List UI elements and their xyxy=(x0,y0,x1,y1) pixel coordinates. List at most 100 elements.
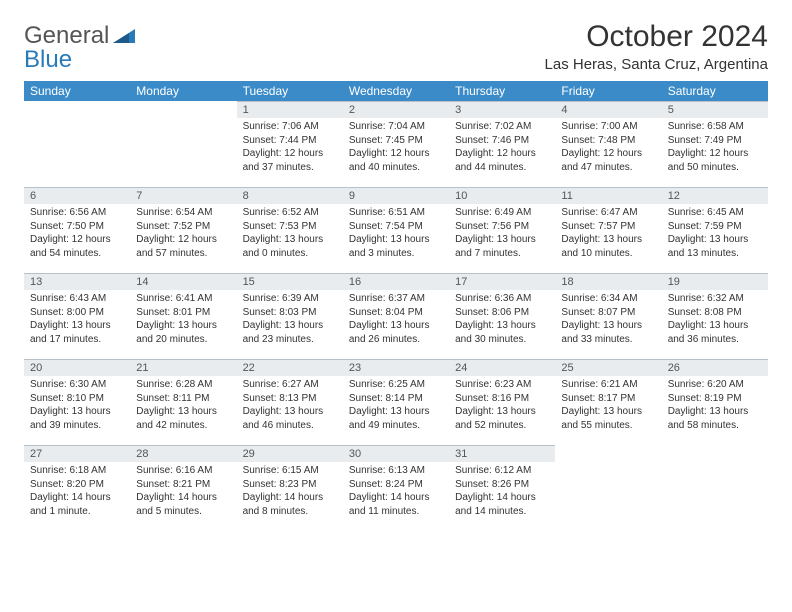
sunset-text: Sunset: 8:03 PM xyxy=(243,306,337,320)
sunrise-text: Sunrise: 7:04 AM xyxy=(349,120,443,134)
day-details: Sunrise: 6:25 AMSunset: 8:14 PMDaylight:… xyxy=(343,376,449,436)
sunset-text: Sunset: 7:48 PM xyxy=(561,134,655,148)
calendar-day-cell: 20Sunrise: 6:30 AMSunset: 8:10 PMDayligh… xyxy=(24,359,130,445)
calendar-week-row: 6Sunrise: 6:56 AMSunset: 7:50 PMDaylight… xyxy=(24,187,768,273)
weekday-header: Monday xyxy=(130,81,236,101)
day-number: 16 xyxy=(343,273,449,290)
daylight-text: Daylight: 13 hours and 39 minutes. xyxy=(30,405,124,432)
calendar-day-cell: 8Sunrise: 6:52 AMSunset: 7:53 PMDaylight… xyxy=(237,187,343,273)
sunrise-text: Sunrise: 6:49 AM xyxy=(455,206,549,220)
calendar-day-cell: 31Sunrise: 6:12 AMSunset: 8:26 PMDayligh… xyxy=(449,445,555,531)
sunset-text: Sunset: 7:45 PM xyxy=(349,134,443,148)
day-details: Sunrise: 6:39 AMSunset: 8:03 PMDaylight:… xyxy=(237,290,343,350)
daylight-text: Daylight: 14 hours and 14 minutes. xyxy=(455,491,549,518)
day-number: 30 xyxy=(343,445,449,462)
logo: General Blue xyxy=(24,20,135,72)
daylight-text: Daylight: 12 hours and 40 minutes. xyxy=(349,147,443,174)
calendar-day-cell: 4Sunrise: 7:00 AMSunset: 7:48 PMDaylight… xyxy=(555,101,661,187)
calendar-empty-cell xyxy=(24,101,130,187)
daylight-text: Daylight: 13 hours and 20 minutes. xyxy=(136,319,230,346)
daylight-text: Daylight: 12 hours and 57 minutes. xyxy=(136,233,230,260)
weekday-header: Thursday xyxy=(449,81,555,101)
sunrise-text: Sunrise: 7:02 AM xyxy=(455,120,549,134)
sunset-text: Sunset: 8:11 PM xyxy=(136,392,230,406)
day-number: 25 xyxy=(555,359,661,376)
sunrise-text: Sunrise: 6:54 AM xyxy=(136,206,230,220)
calendar-day-cell: 16Sunrise: 6:37 AMSunset: 8:04 PMDayligh… xyxy=(343,273,449,359)
day-number: 9 xyxy=(343,187,449,204)
calendar-week-row: 20Sunrise: 6:30 AMSunset: 8:10 PMDayligh… xyxy=(24,359,768,445)
day-number: 3 xyxy=(449,101,555,118)
location-text: Las Heras, Santa Cruz, Argentina xyxy=(545,56,768,73)
calendar-day-cell: 29Sunrise: 6:15 AMSunset: 8:23 PMDayligh… xyxy=(237,445,343,531)
calendar-day-cell: 19Sunrise: 6:32 AMSunset: 8:08 PMDayligh… xyxy=(662,273,768,359)
calendar-day-cell: 2Sunrise: 7:04 AMSunset: 7:45 PMDaylight… xyxy=(343,101,449,187)
calendar-day-cell: 26Sunrise: 6:20 AMSunset: 8:19 PMDayligh… xyxy=(662,359,768,445)
sunset-text: Sunset: 8:19 PM xyxy=(668,392,762,406)
sunrise-text: Sunrise: 6:27 AM xyxy=(243,378,337,392)
calendar-day-cell: 14Sunrise: 6:41 AMSunset: 8:01 PMDayligh… xyxy=(130,273,236,359)
sunset-text: Sunset: 8:20 PM xyxy=(30,478,124,492)
calendar-day-cell: 23Sunrise: 6:25 AMSunset: 8:14 PMDayligh… xyxy=(343,359,449,445)
daylight-text: Daylight: 12 hours and 37 minutes. xyxy=(243,147,337,174)
sunset-text: Sunset: 7:53 PM xyxy=(243,220,337,234)
day-details: Sunrise: 6:47 AMSunset: 7:57 PMDaylight:… xyxy=(555,204,661,264)
logo-triangle-icon xyxy=(113,29,135,43)
day-details: Sunrise: 6:45 AMSunset: 7:59 PMDaylight:… xyxy=(662,204,768,264)
calendar-empty-cell xyxy=(662,445,768,531)
sunset-text: Sunset: 8:06 PM xyxy=(455,306,549,320)
day-details: Sunrise: 6:23 AMSunset: 8:16 PMDaylight:… xyxy=(449,376,555,436)
day-details: Sunrise: 6:13 AMSunset: 8:24 PMDaylight:… xyxy=(343,462,449,522)
daylight-text: Daylight: 12 hours and 47 minutes. xyxy=(561,147,655,174)
calendar-day-cell: 7 Sunrise: 6:54 AMSunset: 7:52 PMDaylight… xyxy=(130,187,236,273)
day-details: Sunrise: 6:52 AMSunset: 7:53 PMDaylight:… xyxy=(237,204,343,264)
sunset-text: Sunset: 7:52 PM xyxy=(136,220,230,234)
day-number: 19 xyxy=(662,273,768,290)
day-number: 21 xyxy=(130,359,236,376)
sunrise-text: Sunrise: 6:23 AM xyxy=(455,378,549,392)
day-number: 18 xyxy=(555,273,661,290)
calendar-body: 1Sunrise: 7:06 AMSunset: 7:44 PMDaylight… xyxy=(24,101,768,531)
daylight-text: Daylight: 13 hours and 17 minutes. xyxy=(30,319,124,346)
weekday-header: Sunday xyxy=(24,81,130,101)
sunrise-text: Sunrise: 6:58 AM xyxy=(668,120,762,134)
sunrise-text: Sunrise: 6:47 AM xyxy=(561,206,655,220)
calendar-day-cell: 5Sunrise: 6:58 AMSunset: 7:49 PMDaylight… xyxy=(662,101,768,187)
daylight-text: Daylight: 13 hours and 46 minutes. xyxy=(243,405,337,432)
day-number: 27 xyxy=(24,445,130,462)
daylight-text: Daylight: 13 hours and 23 minutes. xyxy=(243,319,337,346)
day-number: 1 xyxy=(237,101,343,118)
sunrise-text: Sunrise: 6:13 AM xyxy=(349,464,443,478)
header: General Blue October 2024 Las Heras, San… xyxy=(24,20,768,73)
calendar-empty-cell xyxy=(555,445,661,531)
daylight-text: Daylight: 13 hours and 55 minutes. xyxy=(561,405,655,432)
daylight-text: Daylight: 13 hours and 3 minutes. xyxy=(349,233,443,260)
sunset-text: Sunset: 7:50 PM xyxy=(30,220,124,234)
day-details: Sunrise: 6:36 AMSunset: 8:06 PMDaylight:… xyxy=(449,290,555,350)
calendar-day-cell: 13Sunrise: 6:43 AMSunset: 8:00 PMDayligh… xyxy=(24,273,130,359)
day-number: 26 xyxy=(662,359,768,376)
logo-word2: Blue xyxy=(24,46,72,73)
sunrise-text: Sunrise: 7:00 AM xyxy=(561,120,655,134)
sunset-text: Sunset: 7:56 PM xyxy=(455,220,549,234)
weekday-row: SundayMondayTuesdayWednesdayThursdayFrid… xyxy=(24,81,768,101)
day-number: 5 xyxy=(662,101,768,118)
day-number: 11 xyxy=(555,187,661,204)
daylight-text: Daylight: 13 hours and 10 minutes. xyxy=(561,233,655,260)
daylight-text: Daylight: 13 hours and 42 minutes. xyxy=(136,405,230,432)
daylight-text: Daylight: 12 hours and 54 minutes. xyxy=(30,233,124,260)
daylight-text: Daylight: 13 hours and 26 minutes. xyxy=(349,319,443,346)
calendar-day-cell: 30Sunrise: 6:13 AMSunset: 8:24 PMDayligh… xyxy=(343,445,449,531)
day-details: Sunrise: 6:15 AMSunset: 8:23 PMDaylight:… xyxy=(237,462,343,522)
daylight-text: Daylight: 13 hours and 58 minutes. xyxy=(668,405,762,432)
sunset-text: Sunset: 8:10 PM xyxy=(30,392,124,406)
day-details: Sunrise: 6:16 AMSunset: 8:21 PMDaylight:… xyxy=(130,462,236,522)
calendar-week-row: 27Sunrise: 6:18 AMSunset: 8:20 PMDayligh… xyxy=(24,445,768,531)
day-details: Sunrise: 6:51 AMSunset: 7:54 PMDaylight:… xyxy=(343,204,449,264)
calendar-head: SundayMondayTuesdayWednesdayThursdayFrid… xyxy=(24,81,768,101)
day-number: 20 xyxy=(24,359,130,376)
day-number: 24 xyxy=(449,359,555,376)
day-number: 7 xyxy=(130,187,236,204)
sunset-text: Sunset: 7:44 PM xyxy=(243,134,337,148)
sunrise-text: Sunrise: 6:32 AM xyxy=(668,292,762,306)
